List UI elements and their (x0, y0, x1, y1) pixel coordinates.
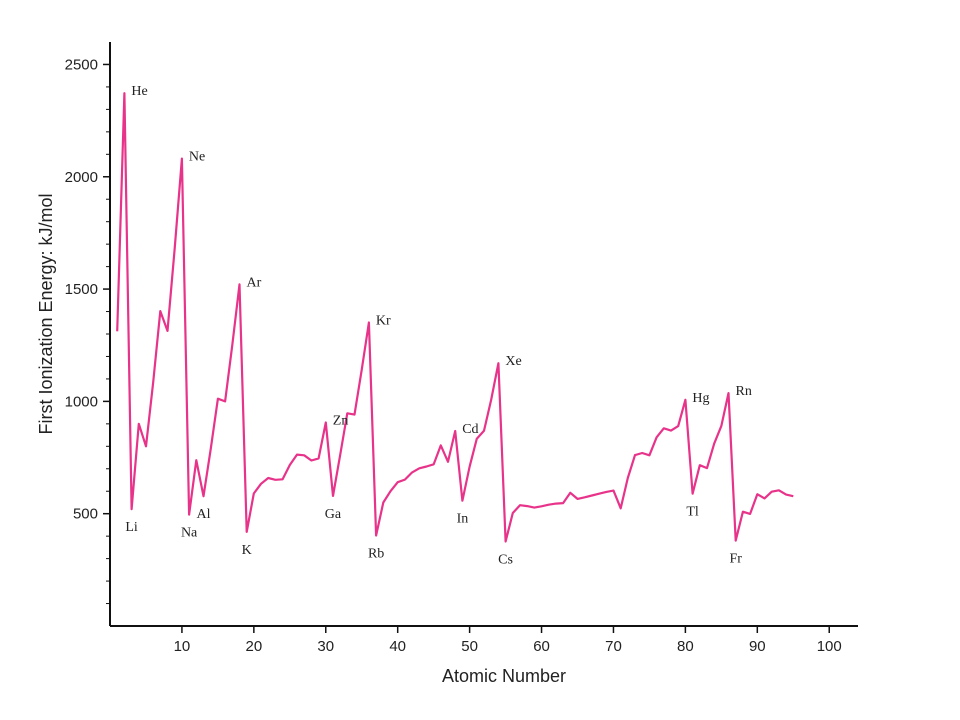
element-label: He (131, 84, 147, 99)
element-label: Ne (189, 150, 205, 165)
x-tick-label: 30 (317, 638, 334, 655)
ticks: 10 20 30 40 50 60 70 80 90 100 500 1000 1500 2000 2500 (65, 56, 842, 655)
axes (109, 42, 858, 627)
x-tick-label: 10 (174, 638, 191, 655)
element-label: Hg (692, 391, 709, 406)
element-label: Xe (505, 354, 521, 369)
x-tick-label: 90 (749, 638, 766, 655)
element-label: Kr (376, 314, 391, 329)
element-label: K (242, 543, 252, 558)
element-label: Rb (368, 546, 384, 561)
x-tick-label: 20 (246, 638, 263, 655)
y-tick-label: 2000 (65, 169, 98, 186)
element-label: Na (181, 526, 198, 541)
element-label: Cd (462, 422, 478, 437)
element-label: Zn (333, 413, 349, 428)
element-label: Al (197, 507, 211, 522)
element-labels: He Li Ne Na Al Ar K Zn Ga Kr Rb Cd In Xe Cs Hg Tl Rn Fr (125, 84, 752, 567)
x-tick-label: 50 (461, 638, 478, 655)
y-tick-label: 500 (73, 506, 98, 523)
y-tick-label: 1000 (65, 393, 98, 410)
element-label: Ga (325, 507, 342, 522)
x-tick-label: 100 (817, 638, 842, 655)
x-tick-label: 60 (533, 638, 550, 655)
x-tick-label: 80 (677, 638, 694, 655)
y-tick-label: 2500 (65, 56, 98, 73)
series-line (116, 92, 794, 543)
x-axis-title: Atomic Number (442, 666, 566, 686)
element-label: In (457, 512, 469, 527)
element-label: Cs (498, 553, 513, 568)
element-label: Li (125, 520, 138, 535)
element-label: Ar (246, 275, 261, 290)
element-label: Fr (730, 552, 743, 567)
y-axis-title: First Ionization Energy: kJ/mol (36, 193, 56, 434)
element-label: Tl (686, 505, 699, 520)
x-tick-label: 40 (389, 638, 406, 655)
x-tick-label: 70 (605, 638, 622, 655)
y-tick-label: 1500 (65, 281, 98, 298)
element-label: Rn (736, 384, 752, 399)
